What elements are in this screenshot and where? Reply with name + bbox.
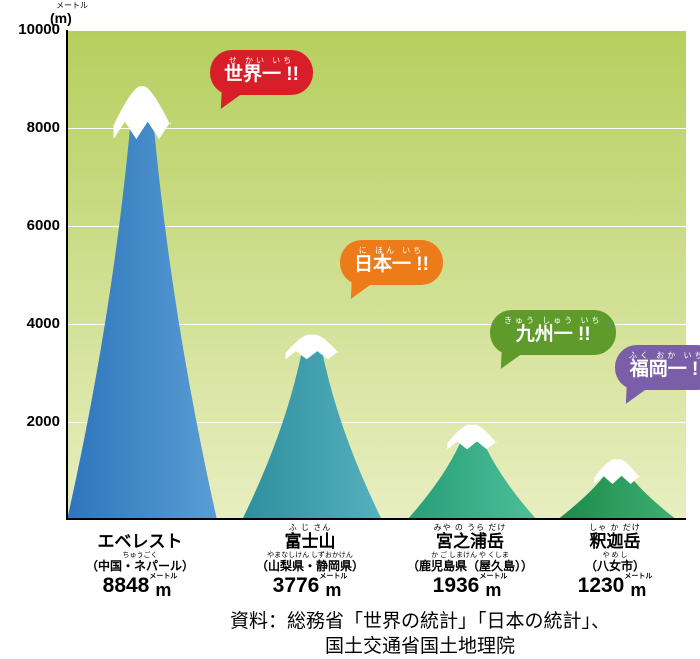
mountain-height: 1230メートルm — [535, 574, 695, 601]
callout-bubble: に ほん いち日本一 !! — [340, 240, 443, 285]
mountain-name-ruby: しゃ か だけ — [535, 524, 695, 532]
mountain-height: 8848メートルm — [60, 574, 220, 601]
callout-bubble: きゅう しゅう いち九州一 !! — [490, 310, 616, 355]
x-label: みや の うら だけ宮之浦岳か ご しまけん や くしま（鹿児島県（屋久島））1… — [390, 524, 550, 600]
x-label: しゃ か だけ釈迦岳や め し（八女市）1230メートルm — [535, 524, 695, 600]
y-tick-label: 2000 — [0, 413, 60, 430]
mountain-name: 釈迦岳 — [535, 532, 695, 552]
mountain-height-chart: メートル (m) 200040006000800010000 エベレストちゅうご… — [0, 0, 700, 658]
bubble-text: 福岡一 !! — [629, 360, 700, 381]
callout-bubble: ふく おか いち福岡一 !! — [615, 345, 700, 390]
mountain-location: （山梨県・静岡県） — [230, 559, 390, 573]
mountain-name-ruby: みや の うら だけ — [390, 524, 550, 532]
mountain-height: 3776メートルm — [230, 574, 390, 601]
mountain-body — [68, 89, 217, 520]
bubble-text: 九州一 !! — [504, 325, 602, 346]
mountain-location: （八女市） — [535, 559, 695, 573]
callout-bubble: せ かい いち世界一 !! — [210, 50, 313, 95]
mountain-name: エベレスト — [60, 532, 220, 552]
bubble-text: 日本一 !! — [354, 255, 429, 276]
mountain-name-ruby: ふ じ さん — [230, 524, 390, 532]
mountain-location: （鹿児島県（屋久島）） — [390, 559, 550, 573]
mountain-name: 富士山 — [230, 532, 390, 552]
mountain-height: 1936メートルm — [390, 574, 550, 601]
mountain-location: （中国・ネパール） — [60, 559, 220, 573]
x-label: ふ じ さん富士山やまなしけん しずおかけん（山梨県・静岡県）3776メートルm — [230, 524, 390, 600]
y-tick-label: 8000 — [0, 119, 60, 136]
bubble-text: 世界一 !! — [224, 65, 299, 86]
y-tick-label: 10000 — [0, 21, 60, 38]
source-citation: 資料：総務省「世界の統計」「日本の統計」、 国土交通省国土地理院 — [150, 610, 690, 659]
mountain-body — [242, 338, 382, 520]
y-tick-label: 6000 — [0, 217, 60, 234]
mountain-name: 宮之浦岳 — [390, 532, 550, 552]
x-label: エベレストちゅうごく（中国・ネパール）8848メートルm — [60, 524, 220, 600]
y-tick-label: 4000 — [0, 315, 60, 332]
